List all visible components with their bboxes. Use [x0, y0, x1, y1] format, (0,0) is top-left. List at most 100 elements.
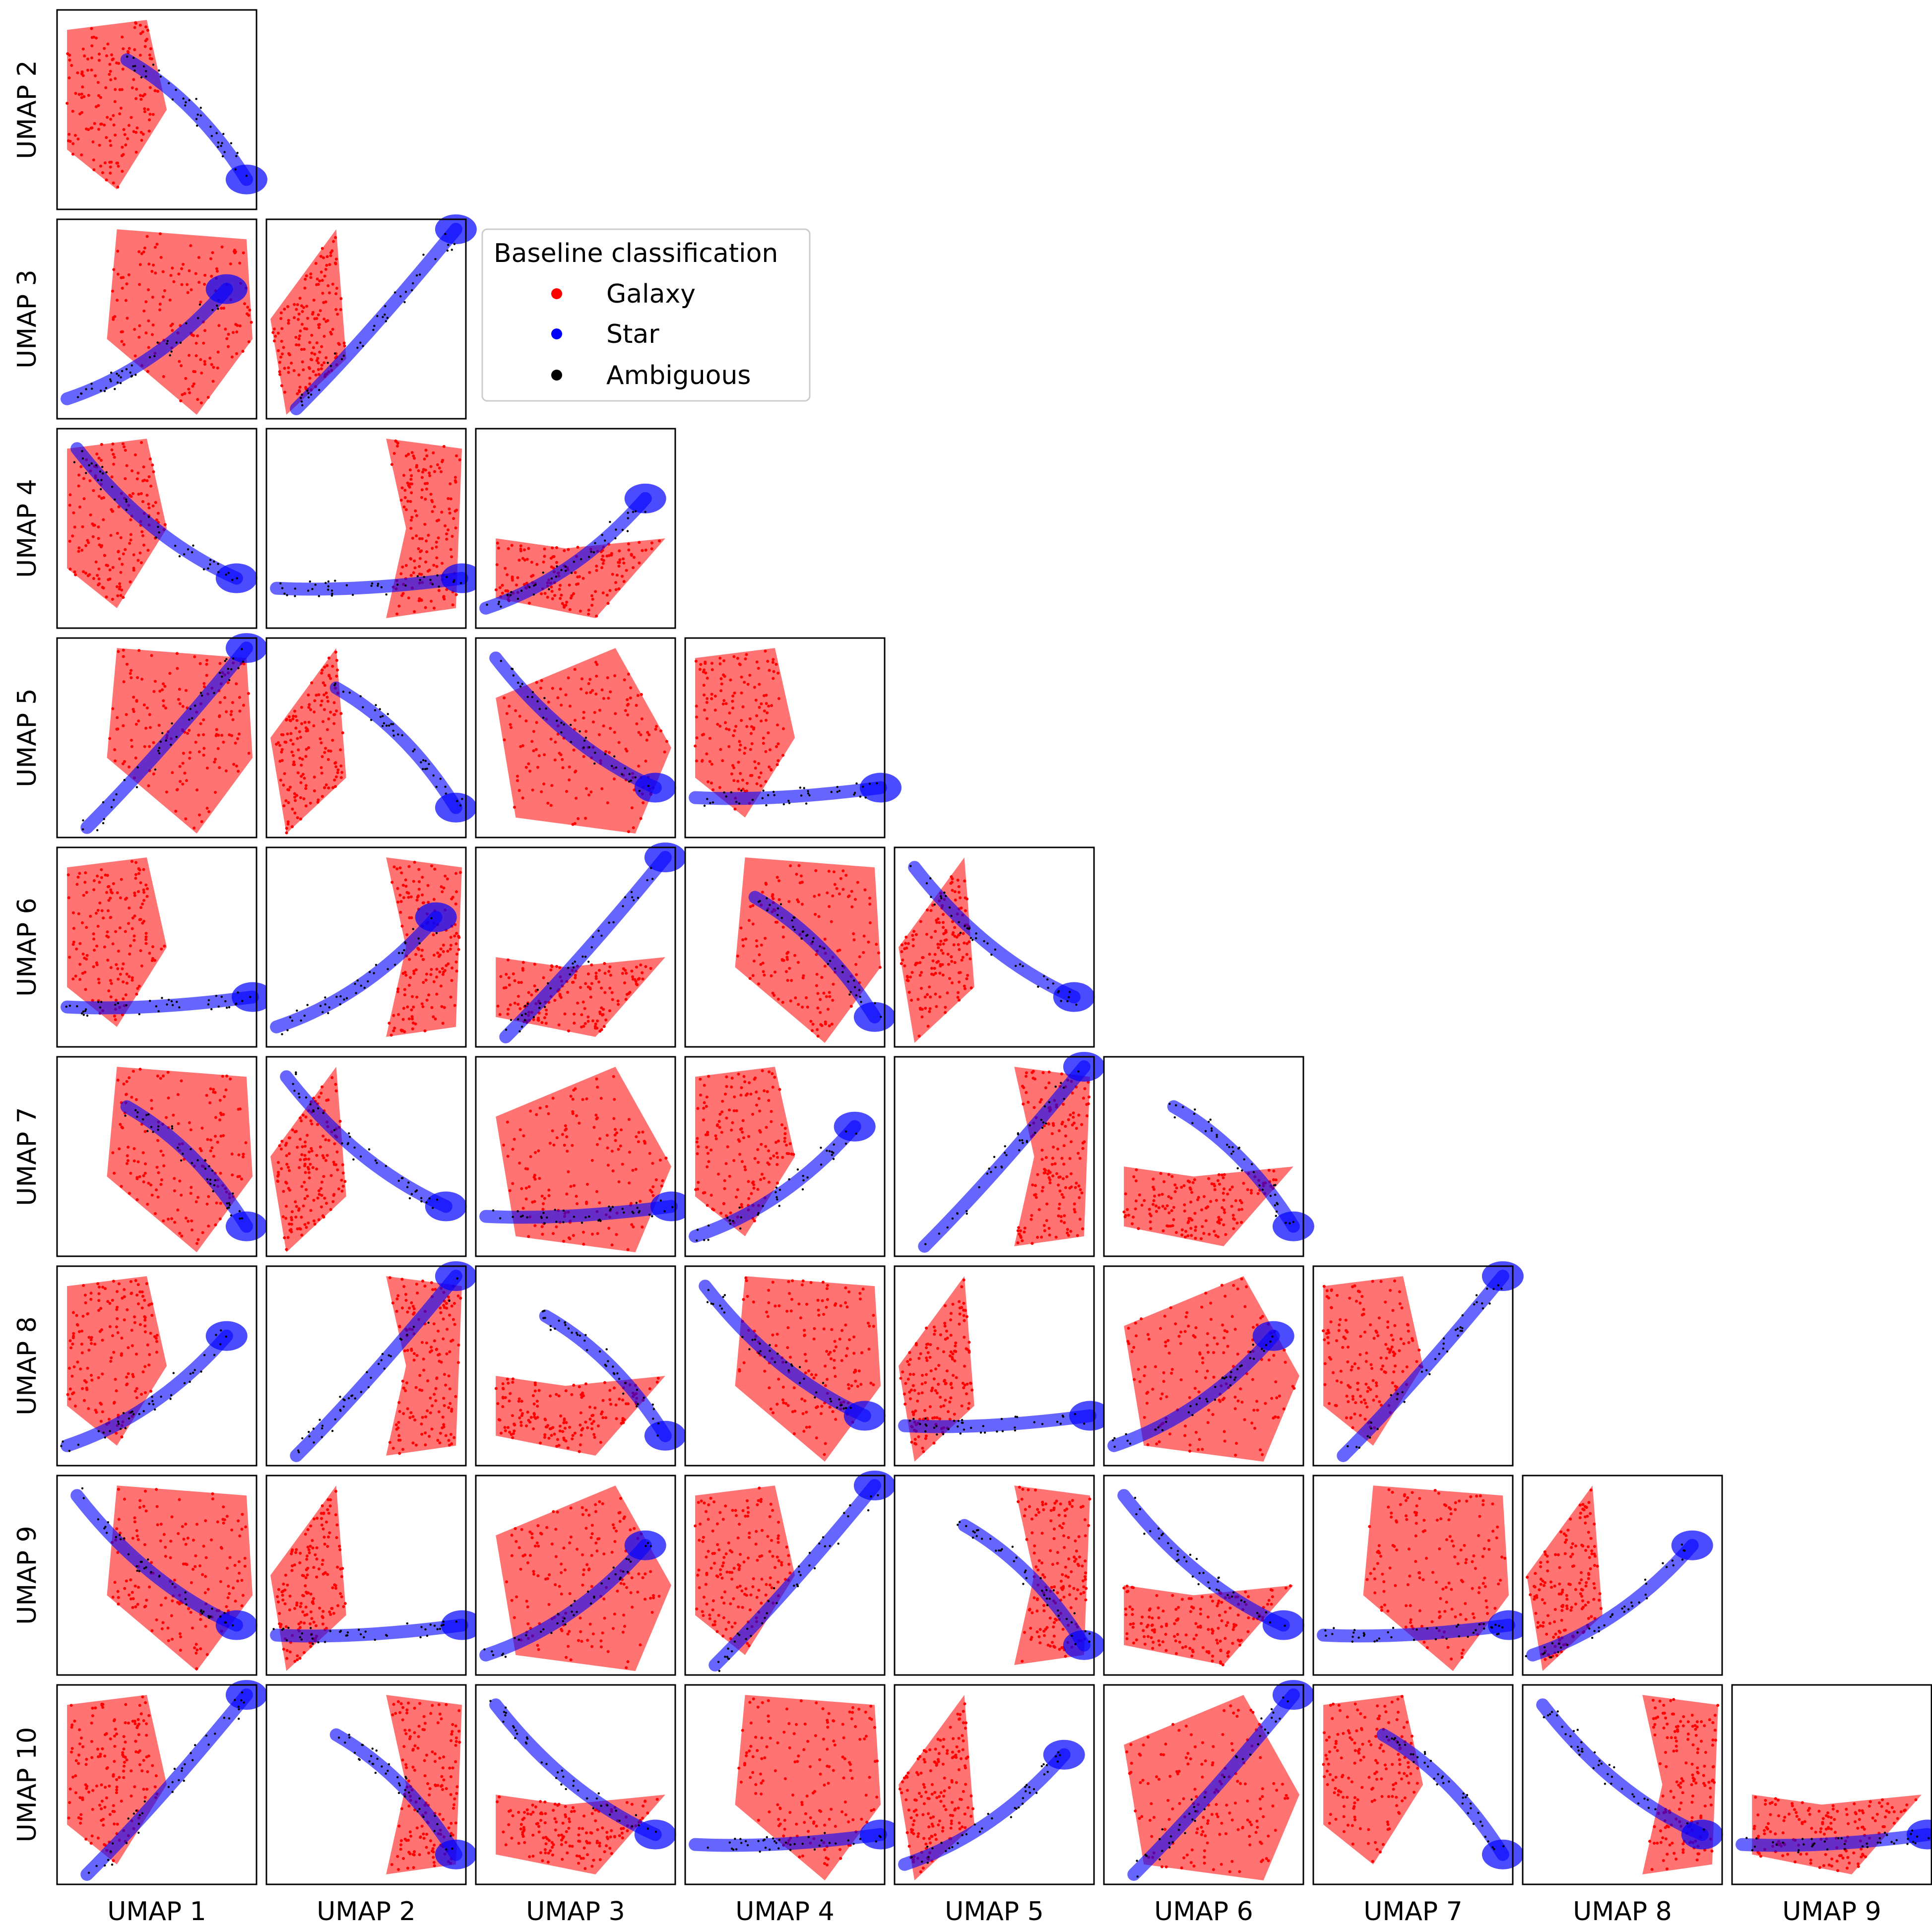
- galaxy-point: [730, 1085, 733, 1089]
- ambiguous-point: [1004, 1152, 1006, 1154]
- galaxy-point: [322, 1216, 325, 1219]
- galaxy-point: [133, 1315, 136, 1319]
- galaxy-point: [1148, 1208, 1151, 1211]
- ambiguous-point: [584, 1334, 587, 1336]
- galaxy-point: [729, 1211, 732, 1215]
- galaxy-point: [415, 995, 419, 999]
- galaxy-point: [606, 602, 610, 605]
- ambiguous-point: [792, 926, 794, 928]
- galaxy-point: [299, 796, 302, 799]
- galaxy-point: [1041, 1186, 1044, 1189]
- galaxy-point: [323, 274, 326, 278]
- galaxy-point: [162, 1219, 165, 1223]
- ambiguous-point: [565, 570, 567, 572]
- ambiguous-point: [241, 1000, 244, 1002]
- galaxy-point: [584, 730, 588, 733]
- galaxy-point: [183, 772, 187, 775]
- galaxy-point: [246, 306, 250, 309]
- galaxy-point: [1081, 1227, 1084, 1230]
- galaxy-point: [726, 1145, 729, 1149]
- galaxy-point: [92, 937, 96, 941]
- galaxy-point: [182, 262, 185, 266]
- galaxy-point: [725, 1075, 728, 1079]
- galaxy-point: [285, 831, 288, 835]
- ambiguous-points: [297, 1277, 458, 1454]
- galaxy-point: [612, 1075, 615, 1078]
- galaxy-point: [620, 1421, 623, 1425]
- galaxy-point: [525, 558, 529, 561]
- ambiguous-point: [696, 1239, 698, 1242]
- galaxy-point: [442, 1397, 446, 1400]
- galaxy-point: [580, 1013, 583, 1017]
- galaxy-point: [307, 746, 310, 749]
- galaxy-point: [336, 771, 339, 774]
- galaxy-point: [150, 1099, 153, 1102]
- galaxy-point: [299, 736, 302, 739]
- ambiguous-point: [848, 993, 851, 996]
- ambiguous-point: [521, 683, 523, 685]
- ambiguous-point: [135, 786, 138, 788]
- galaxy-point: [1031, 1183, 1034, 1187]
- ambiguous-point: [461, 798, 463, 800]
- galaxy-point: [83, 54, 86, 58]
- galaxy-point: [82, 477, 85, 480]
- galaxy-point: [426, 1379, 430, 1383]
- galaxy-point: [110, 982, 113, 985]
- ambiguous-point: [723, 791, 725, 794]
- galaxy-point: [90, 27, 93, 30]
- galaxy-point: [811, 1029, 814, 1032]
- galaxy-point: [705, 1146, 708, 1149]
- galaxy-point: [442, 950, 445, 953]
- galaxy-point: [437, 536, 440, 540]
- galaxy-point: [558, 966, 562, 969]
- ambiguous-point: [166, 1003, 168, 1006]
- galaxy-point: [950, 875, 953, 879]
- galaxy-point: [143, 1298, 146, 1302]
- galaxy-point: [80, 111, 83, 114]
- galaxy-point: [553, 594, 557, 597]
- galaxy-point: [80, 1351, 84, 1354]
- galaxy-point: [767, 705, 771, 708]
- galaxy-point: [783, 1137, 786, 1140]
- galaxy-point: [143, 745, 146, 748]
- ambiguous-point: [367, 1386, 370, 1389]
- galaxy-point: [960, 959, 964, 962]
- galaxy-point: [129, 669, 133, 672]
- galaxy-point: [593, 711, 596, 714]
- galaxy-point: [242, 251, 245, 255]
- galaxy-point: [105, 595, 108, 599]
- galaxy-point: [403, 489, 407, 492]
- galaxy-points: [387, 860, 462, 1037]
- ambiguous-point: [122, 1412, 125, 1415]
- galaxy-point: [298, 297, 302, 300]
- galaxy-point: [1188, 1186, 1192, 1190]
- ambiguous-point: [301, 1437, 304, 1440]
- ambiguous-point: [182, 97, 185, 100]
- galaxy-point: [163, 289, 166, 292]
- ambiguous-point: [422, 254, 425, 256]
- galaxy-point: [740, 1086, 743, 1090]
- galaxy-point: [773, 994, 776, 997]
- ambiguous-point: [379, 715, 382, 718]
- galaxy-point: [281, 1215, 285, 1219]
- galaxy-point: [938, 995, 942, 999]
- galaxy-point: [588, 1406, 591, 1409]
- galaxy-point: [80, 92, 83, 96]
- galaxy-point: [706, 1131, 709, 1134]
- galaxy-point: [521, 744, 524, 747]
- galaxy-point: [117, 62, 121, 65]
- ambiguous-point: [384, 305, 386, 308]
- galaxy-point: [787, 1152, 790, 1156]
- galaxy-point: [282, 346, 285, 349]
- ambiguous-point: [300, 396, 302, 399]
- ambiguous-point: [136, 1115, 138, 1118]
- galaxy-point: [763, 709, 766, 712]
- galaxy-point: [81, 952, 85, 956]
- galaxy-point: [235, 330, 239, 333]
- galaxy-point: [448, 1350, 451, 1353]
- galaxy-point: [436, 951, 440, 955]
- galaxy-point: [317, 1218, 321, 1222]
- galaxy-point: [923, 995, 927, 999]
- galaxy-point: [75, 1314, 78, 1317]
- galaxy-point: [724, 1214, 728, 1218]
